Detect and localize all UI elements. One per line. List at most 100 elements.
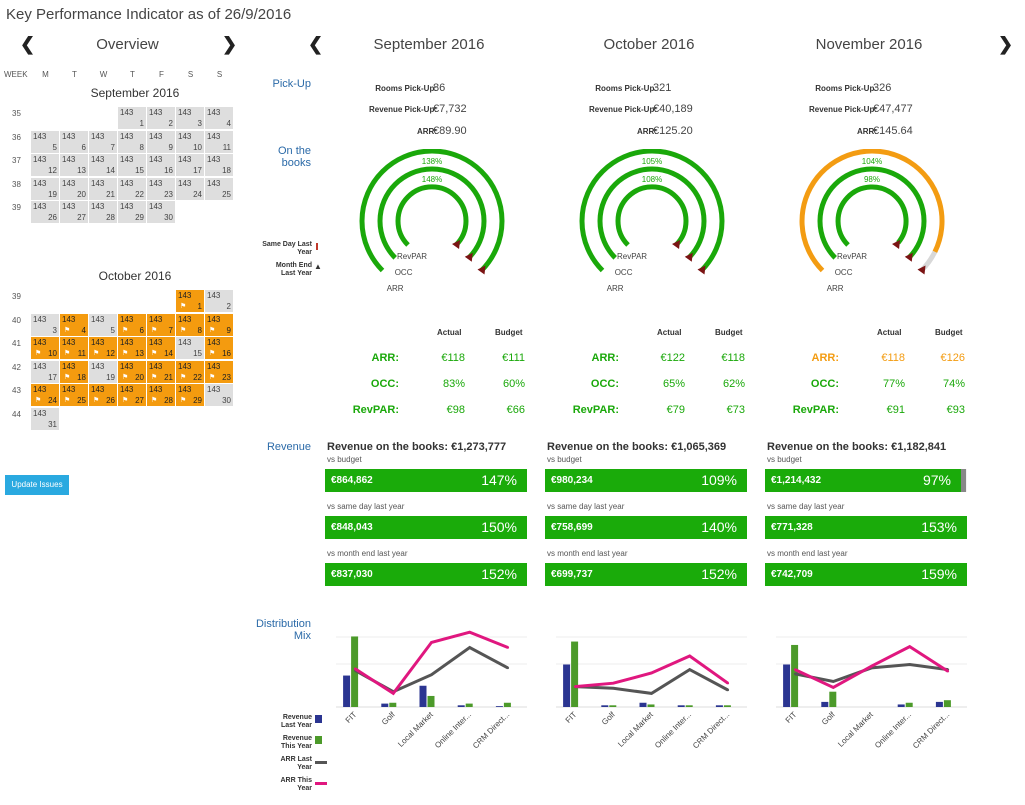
month-end-triangle-icon [892,240,901,250]
day-value: 143 [149,155,163,164]
week-number: 40 [12,315,21,325]
day-value: 143 [120,314,134,324]
calendar-day[interactable]: 143 18 ⚑ [60,360,88,383]
calendar-day[interactable]: 143 14 [89,154,117,176]
overview-prev-chevron-left-icon[interactable]: ❮ [20,34,36,54]
calendar-day[interactable]: 143 22 ⚑ [176,360,204,383]
calendar-day[interactable]: 143 6 [60,130,88,153]
calendar-day[interactable]: 143 5 [89,313,117,336]
calendar-day[interactable]: 143 2 [205,290,233,312]
calendar-day[interactable]: 143 19 [31,177,59,200]
revenue-bar-amount: €758,699 [551,522,593,533]
calendar-day[interactable]: 143 6 ⚑ [118,313,146,336]
calendar-day[interactable]: 143 30 [147,201,175,223]
pickup-value: €7,732 [433,103,467,115]
calendar-day[interactable]: 143 12 ⚑ [89,337,117,359]
calendar-day[interactable]: 143 29 ⚑ [176,384,204,406]
calendar-day[interactable]: 143 18 [205,154,233,176]
day-number: 8 [197,325,202,335]
calendar-day[interactable]: 143 28 [89,201,117,223]
calendar-day[interactable]: 143 5 [31,130,59,153]
calendar-day[interactable]: 143 27 [60,201,88,223]
calendar-day[interactable]: 143 29 [118,201,146,223]
calendar-day[interactable]: 143 12 [31,154,59,176]
calendar-day[interactable]: 143 20 ⚑ [118,360,146,383]
calendar-day[interactable]: 143 8 [118,130,146,153]
calendar-day[interactable]: 143 7 [89,130,117,153]
overview-title: Overview [96,36,159,53]
calendar-day[interactable]: 143 25 [205,177,233,200]
calendar-day[interactable]: 143 21 [89,177,117,200]
calendar-day[interactable]: 143 15 [176,337,204,359]
calendar-day[interactable]: 143 1 [118,107,146,129]
day-number: 2 [168,119,173,128]
line-point [506,646,510,649]
calendar-day[interactable]: 143 16 [147,154,175,176]
calendar-day[interactable]: 143 10 ⚑ [31,337,59,359]
calendar-day[interactable]: 143 26 ⚑ [89,384,117,406]
calendar-day[interactable]: 143 9 [147,130,175,153]
line-point [468,631,471,634]
line-point [908,663,911,666]
calendar-day[interactable]: 143 9 ⚑ [205,313,233,336]
bar-mark [563,664,571,707]
calendar-day[interactable]: 143 27 ⚑ [118,384,146,406]
line-point [612,682,615,685]
calendar-day[interactable]: 143 17 [31,360,59,383]
calendar-day[interactable]: 143 24 [176,177,204,200]
calendar-day[interactable]: 143 2 [147,107,175,129]
calendar-day[interactable]: 143 23 ⚑ [205,360,233,383]
day-number: 21 [106,189,115,199]
calendar-day[interactable]: 143 4 [205,107,233,129]
months-next-chevron-right-icon[interactable]: ❯ [998,34,1014,54]
calendar-day[interactable]: 143 13 ⚑ [118,337,146,359]
day-value: 143 [33,361,47,371]
calendar-day[interactable]: 143 23 [147,177,175,200]
calendar-month-name: October 2016 [98,269,172,283]
calendar-day[interactable]: 143 24 ⚑ [31,384,59,406]
day-number: 31 [48,419,57,429]
calendar-day[interactable]: 143 3 [31,313,59,336]
revenue-compare-label: vs month end last year [327,549,408,558]
kpi-budget: 74% [942,378,965,390]
calendar-day[interactable]: 143 14 ⚑ [147,337,175,359]
calendar-day[interactable]: 143 22 [118,177,146,200]
calendar-day[interactable]: 143 26 [31,201,59,223]
revenue-bar-pct: 159% [921,566,957,582]
day-value: 143 [207,338,221,347]
calendar-day[interactable]: 143 31 [31,407,59,430]
calendar-day[interactable]: 143 11 [205,130,233,153]
month-title: October 2016 [603,36,695,53]
kpi-label: OCC: [370,378,399,390]
day-number: 20 [135,372,144,382]
calendar-month-name: September 2016 [90,86,180,100]
calendar-day[interactable]: 143 19 [89,360,117,383]
day-value: 143 [62,361,76,371]
calendar-day[interactable]: 143 4 ⚑ [60,313,88,336]
calendar-day[interactable]: 143 17 [176,154,204,176]
calendar-day[interactable]: 143 16 ⚑ [205,337,233,359]
flag-icon: ⚑ [35,397,42,404]
calendar-day[interactable]: 143 10 [176,130,204,153]
months-prev-chevron-left-icon[interactable]: ❮ [308,34,324,54]
calendar-day[interactable]: 143 11 ⚑ [60,337,88,359]
calendar-day[interactable]: 143 30 [205,384,233,406]
calendar-day[interactable]: 143 25 ⚑ [60,384,88,406]
calendar-day[interactable]: 143 20 [60,177,88,200]
overview-next-chevron-right-icon[interactable]: ❯ [222,34,238,54]
day-value: 143 [91,314,105,324]
calendar-day[interactable]: 143 3 [176,107,204,129]
calendar-day[interactable]: 143 8 ⚑ [176,313,204,336]
calendar-day[interactable]: 143 21 ⚑ [147,360,175,383]
calendar-day[interactable]: 143 1 ⚑ [176,290,204,312]
pickup-value: 326 [873,82,892,94]
calendar-day[interactable]: 143 7 ⚑ [147,313,175,336]
calendar-day[interactable]: 143 28 ⚑ [147,384,175,406]
gauge-pct-label: 104% [862,157,882,166]
day-number: 3 [52,325,57,335]
day-number: 21 [164,372,173,382]
calendar-day[interactable]: 143 15 [118,154,146,176]
calendar-day[interactable]: 143 13 [60,154,88,176]
month-end-triangle-icon [684,252,693,262]
update-issues-button[interactable]: Update Issues [5,475,69,495]
